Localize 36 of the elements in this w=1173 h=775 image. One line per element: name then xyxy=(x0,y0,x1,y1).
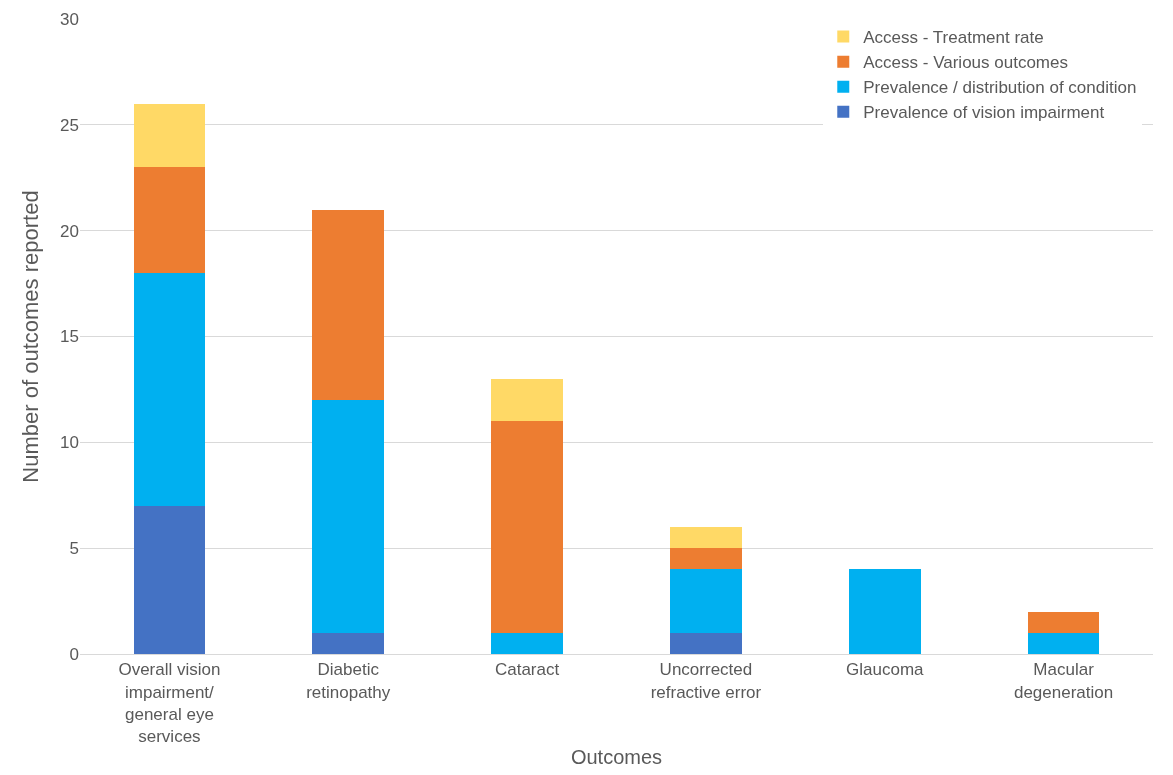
bar xyxy=(491,378,563,422)
bar xyxy=(133,103,206,168)
bar xyxy=(491,632,563,654)
legend-label: Access - Various outcomes xyxy=(863,53,1068,73)
x-tick-label: Diabetic retinopathy xyxy=(306,660,391,702)
x-tick-label: Overall vision impairment/ general eye services xyxy=(118,660,221,746)
bar xyxy=(848,569,921,654)
y-tick-label: 25 xyxy=(60,115,79,135)
y-tick-label: 30 xyxy=(60,9,79,29)
bar xyxy=(312,209,385,400)
bar xyxy=(670,569,742,633)
bar xyxy=(491,421,563,633)
y-tick-label: 10 xyxy=(60,433,79,453)
legend-label: Prevalence of vision impairment xyxy=(863,103,1105,123)
bar xyxy=(1027,632,1100,654)
bar xyxy=(312,632,385,654)
bar xyxy=(133,505,206,654)
y-tick-label: 15 xyxy=(60,327,79,347)
bar xyxy=(670,632,742,654)
x-tick-label: Cataract xyxy=(494,660,560,680)
bar xyxy=(312,400,385,633)
legend-label: Access - Treatment rate xyxy=(863,28,1044,48)
bar xyxy=(133,167,206,273)
y-tick-label: 0 xyxy=(69,644,79,664)
bar xyxy=(670,548,742,570)
legend-label: Prevalence / distribution of condition xyxy=(863,78,1137,98)
bar xyxy=(133,273,206,506)
x-tick-label: Glaucoma xyxy=(846,660,925,680)
y-axis-title: Number of outcomes reported xyxy=(17,190,43,483)
x-axis-title: Outcomes xyxy=(570,746,663,769)
y-tick-label: 5 xyxy=(69,539,79,559)
bar xyxy=(1027,611,1100,633)
y-tick-label: 20 xyxy=(60,221,79,241)
x-tick-label: Uncorrected refractive error xyxy=(650,660,762,702)
bar xyxy=(670,527,742,549)
x-tick-label: Macular degeneration xyxy=(1013,660,1114,702)
